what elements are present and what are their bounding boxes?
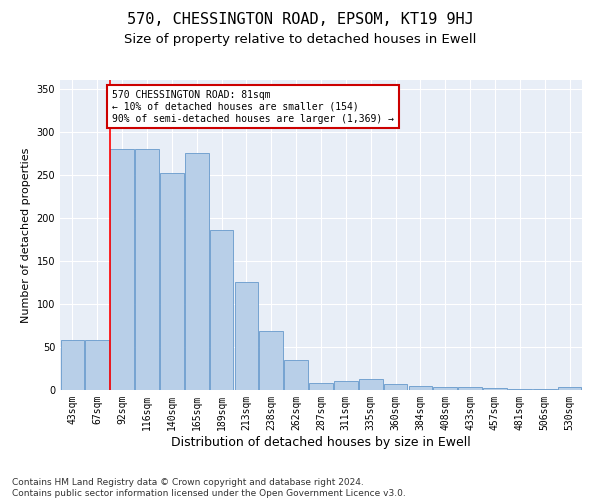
Text: Size of property relative to detached houses in Ewell: Size of property relative to detached ho…	[124, 32, 476, 46]
Bar	[160, 173, 184, 390]
Bar	[433, 388, 457, 390]
Bar	[61, 340, 84, 390]
Bar	[85, 340, 109, 390]
Bar	[259, 332, 283, 390]
Bar	[508, 389, 532, 390]
Bar	[533, 389, 557, 390]
Bar	[458, 388, 482, 390]
Text: Contains HM Land Registry data © Crown copyright and database right 2024.
Contai: Contains HM Land Registry data © Crown c…	[12, 478, 406, 498]
Bar	[284, 360, 308, 390]
Bar	[384, 384, 407, 390]
Bar	[235, 282, 258, 390]
Bar	[334, 382, 358, 390]
X-axis label: Distribution of detached houses by size in Ewell: Distribution of detached houses by size …	[171, 436, 471, 448]
Text: 570 CHESSINGTON ROAD: 81sqm
← 10% of detached houses are smaller (154)
90% of se: 570 CHESSINGTON ROAD: 81sqm ← 10% of det…	[112, 90, 394, 124]
Bar	[359, 379, 383, 390]
Bar	[558, 386, 581, 390]
Bar	[210, 230, 233, 390]
Bar	[110, 149, 134, 390]
Bar	[309, 383, 333, 390]
Text: 570, CHESSINGTON ROAD, EPSOM, KT19 9HJ: 570, CHESSINGTON ROAD, EPSOM, KT19 9HJ	[127, 12, 473, 28]
Bar	[135, 149, 159, 390]
Bar	[409, 386, 432, 390]
Bar	[185, 153, 209, 390]
Bar	[483, 388, 507, 390]
Y-axis label: Number of detached properties: Number of detached properties	[21, 148, 31, 322]
